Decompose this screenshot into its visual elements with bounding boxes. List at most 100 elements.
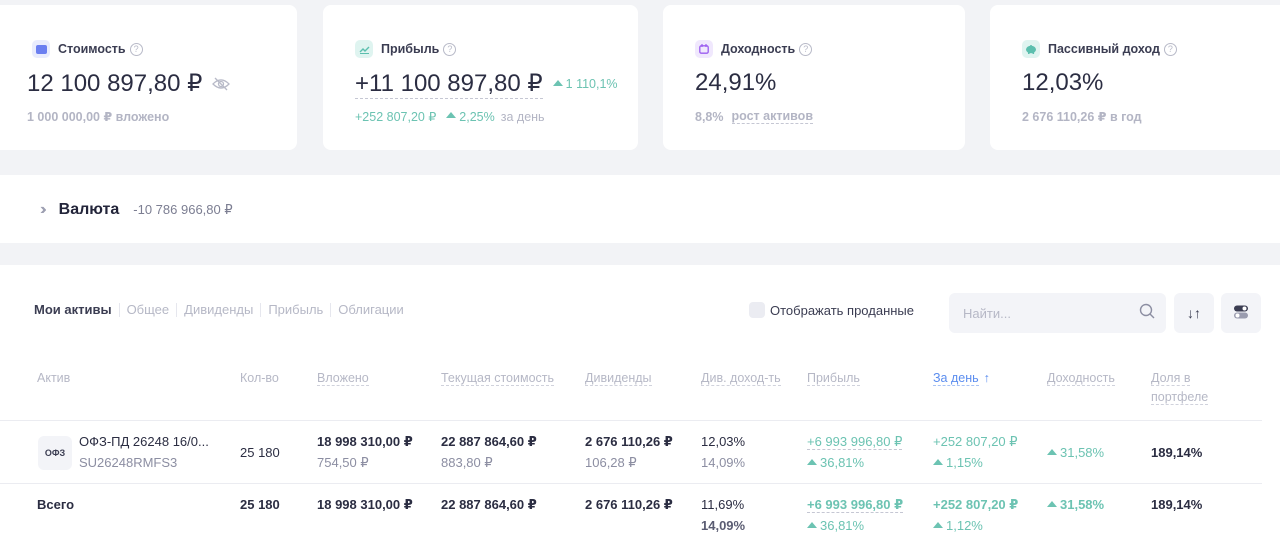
tab-profit[interactable]: Прибыль [260, 303, 330, 317]
total-yield: 31,58% [1047, 494, 1104, 515]
currency-value: -10 786 966,80 ₽ [133, 202, 233, 217]
div-yield-cell: 12,03% 14,09% [701, 434, 746, 470]
table-header: Актив Кол-во Вложено Текущая стоимость Д… [0, 369, 1262, 421]
passive-income-title: Пассивный доход [1048, 42, 1160, 56]
total-profit: +6 993 996,80 ₽ 36,81% [807, 497, 904, 533]
profit-change: 1 110,1% [552, 77, 618, 91]
up-arrow-icon [1047, 448, 1057, 455]
col-qty[interactable]: Кол-во [240, 371, 279, 385]
total-row: Всего 25 180 18 998 310,00 ₽ 22 887 864,… [0, 485, 1262, 552]
day-profit-pct: 2,25% [446, 110, 495, 124]
col-current-value[interactable]: Текущая стоимость [441, 371, 555, 386]
total-qty: 25 180 [240, 497, 280, 512]
profit-card-title: Прибыль [381, 42, 440, 56]
help-icon[interactable]: ? [443, 42, 457, 56]
total-current: 22 887 864,60 ₽ [441, 497, 537, 512]
yield-sub-row: 8,8% рост активов [695, 109, 814, 124]
col-div-yield[interactable]: Див. доход-ть [701, 371, 781, 386]
expand-chevron-icon[interactable]: ›› [40, 201, 46, 218]
col-portfolio-share[interactable]: Доля в портфеле [1151, 371, 1209, 405]
total-share: 189,14% [1151, 497, 1203, 512]
invested-cell: 18 998 310,00 ₽ 754,50 ₽ [317, 434, 413, 470]
hide-eye-icon[interactable] [212, 70, 231, 98]
value-card-amount: 12 100 897,80 ₽ [27, 69, 231, 98]
search-icon[interactable] [1139, 303, 1155, 324]
asset-ticker: SU26248RMFS3 [79, 455, 178, 470]
tab-general[interactable]: Общее [118, 303, 177, 317]
currency-title: Валюта [58, 201, 120, 218]
col-asset[interactable]: Актив [37, 371, 71, 385]
total-div-yield: 11,69% 14,09% [701, 497, 746, 533]
day-cell: +252 807,20 ₽ 1,15% [933, 434, 1018, 470]
up-arrow-icon [807, 521, 817, 528]
profit-value[interactable]: +6 993 996,80 ₽ [807, 434, 903, 450]
calendar-icon [695, 40, 713, 58]
total-invested: 18 998 310,00 ₽ [317, 497, 413, 512]
up-arrow-icon [552, 79, 563, 86]
currency-row[interactable]: ›› Валюта -10 786 966,80 ₽ [40, 201, 233, 219]
current-value-cell: 22 887 864,60 ₽ 883,80 ₽ [441, 434, 537, 470]
total-dividends: 2 676 110,26 ₽ [585, 497, 673, 512]
asset-badge: ОФЗ [38, 436, 72, 470]
assets-panel: Мои активы Общее Дивиденды Прибыль Облиг… [0, 265, 1280, 552]
total-day: +252 807,20 ₽ 1,12% [933, 497, 1019, 533]
asset-growth-value: 8,8% [695, 109, 724, 124]
view-settings-button[interactable] [1221, 293, 1261, 333]
up-arrow-icon [1047, 500, 1057, 507]
col-profit[interactable]: Прибыль [807, 371, 860, 386]
search-input[interactable] [963, 305, 1139, 321]
chart-icon [355, 40, 373, 58]
total-profit-value[interactable]: +6 993 996,80 ₽ [807, 497, 904, 513]
up-arrow-icon [933, 458, 943, 465]
show-sold-checkbox[interactable] [749, 302, 765, 318]
show-sold-toggle[interactable]: Отображать проданные [749, 302, 914, 318]
yield-value: 24,91% [695, 69, 777, 96]
help-icon[interactable]: ? [129, 42, 143, 56]
yield-cell: 31,58% [1047, 442, 1104, 463]
up-arrow-icon [933, 521, 943, 528]
passive-income-header: Пассивный доход ? [1022, 40, 1177, 58]
up-arrow-icon [807, 458, 817, 465]
search-box[interactable] [949, 293, 1166, 333]
tab-dividends[interactable]: Дивиденды [176, 303, 260, 317]
col-invested[interactable]: Вложено [317, 371, 369, 386]
asset-name[interactable]: ОФЗ-ПД 26248 16/0... [79, 434, 209, 449]
share-cell: 189,14% [1151, 445, 1203, 460]
show-sold-label: Отображать проданные [770, 302, 914, 318]
tab-bonds[interactable]: Облигации [330, 303, 410, 317]
table-row[interactable]: ОФЗ ОФЗ-ПД 26248 16/0... SU26248RMFS3 25… [0, 422, 1262, 484]
help-icon[interactable]: ? [799, 42, 813, 56]
wallet-icon [32, 40, 50, 58]
value-card-header: Стоимость ? [32, 40, 143, 58]
up-arrow-icon [446, 112, 457, 119]
qty: 25 180 [240, 445, 280, 460]
yield-card: Доходность ? 24,91% 8,8% рост активов [663, 5, 965, 150]
sort-arrows-icon: ↓↑ [1187, 305, 1201, 321]
sort-button[interactable]: ↓↑ [1174, 293, 1214, 333]
total-label: Всего [37, 497, 75, 512]
value-card-title: Стоимость [58, 42, 126, 56]
passive-income-card: Пассивный доход ? 12,03% 2 676 110,26 ₽ … [990, 5, 1280, 150]
col-yield[interactable]: Доходность [1047, 371, 1115, 386]
passive-income-value: 12,03% [1022, 69, 1104, 96]
day-label: за день [500, 109, 545, 124]
assets-tabs: Мои активы Общее Дивиденды Прибыль Облиг… [34, 303, 411, 317]
help-icon[interactable]: ? [1163, 42, 1177, 56]
profit-cell: +6 993 996,80 ₽ 36,81% [807, 434, 903, 470]
sort-up-icon: ↑ [983, 371, 990, 385]
yield-card-header: Доходность ? [695, 40, 813, 58]
value-card: Стоимость ? 12 100 897,80 ₽ 1 000 000,00… [0, 5, 297, 150]
profit-card-header: Прибыль ? [355, 40, 457, 58]
profit-card-amount: +11 100 897,80 ₽ 1 110,1% [355, 69, 618, 99]
asset-cell[interactable]: ОФЗ-ПД 26248 16/0... SU26248RMFS3 [79, 431, 209, 473]
tab-my-assets[interactable]: Мои активы [34, 302, 112, 317]
col-dividends[interactable]: Дивиденды [585, 371, 652, 386]
passive-income-yearly: 2 676 110,26 ₽ в год [1022, 110, 1142, 124]
total-value: 12 100 897,80 ₽ [27, 70, 203, 97]
asset-growth-link[interactable]: рост активов [731, 109, 814, 124]
col-day[interactable]: За день ↑ [933, 371, 990, 386]
total-profit[interactable]: +11 100 897,80 ₽ [355, 70, 543, 99]
toggle-settings-icon [1234, 305, 1248, 322]
piggy-bank-icon [1022, 40, 1040, 58]
